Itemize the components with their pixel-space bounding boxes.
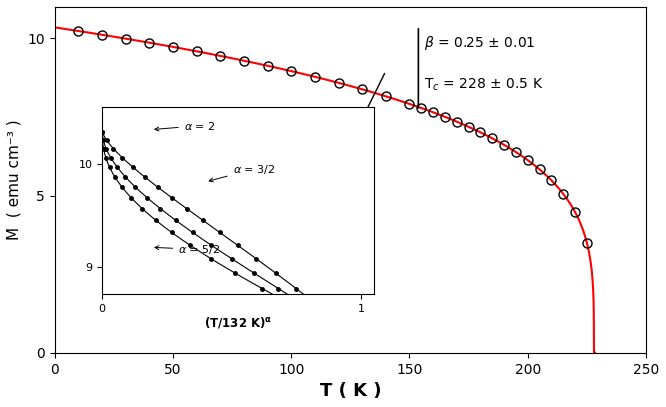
X-axis label: T ( K ): T ( K ): [320, 382, 381, 400]
Text: $\beta$ = 0.25 $\pm$ 0.01: $\beta$ = 0.25 $\pm$ 0.01: [424, 34, 536, 52]
Text: T$_c$ = 228 $\pm$ 0.5 K: T$_c$ = 228 $\pm$ 0.5 K: [424, 77, 544, 93]
Y-axis label: M  ( emu cm⁻³ ): M ( emu cm⁻³ ): [7, 120, 22, 240]
